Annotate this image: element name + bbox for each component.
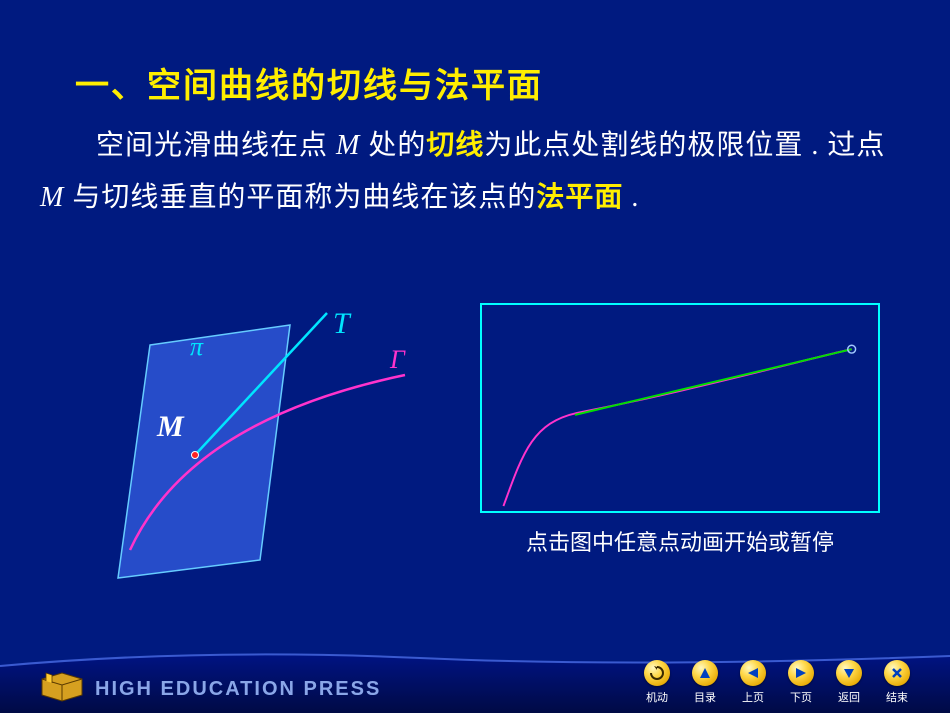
nav-toc-button[interactable]: 目录 — [688, 660, 722, 705]
nav-next-button[interactable]: 下页 — [784, 660, 818, 705]
body-paragraph: 空间光滑曲线在点 M 处的切线为此点处割线的极限位置 . 过点 M 与切线垂直的… — [40, 120, 910, 224]
svg-text:T: T — [333, 307, 352, 340]
triangle-up-icon — [692, 660, 718, 686]
triangle-right-icon — [788, 660, 814, 686]
x-icon — [884, 660, 910, 686]
nav-label: 下页 — [790, 689, 812, 705]
footer-bar: HIGH EDUCATION PRESS 机动 目录 上页 下页 返回 结束 — [0, 648, 950, 713]
footer-nav: 机动 目录 上页 下页 返回 结束 — [640, 660, 914, 705]
nav-label: 机动 — [646, 689, 668, 705]
animation-panel[interactable] — [480, 303, 880, 513]
triangle-down-icon — [836, 660, 862, 686]
animation-caption: 点击图中任意点动画开始或暂停 — [480, 525, 880, 557]
nav-label: 结束 — [886, 689, 908, 705]
section-heading: 一、空间曲线的切线与法平面 — [75, 58, 543, 107]
nav-end-button[interactable]: 结束 — [880, 660, 914, 705]
svg-text:M: M — [156, 410, 185, 443]
nav-motion-button[interactable]: 机动 — [640, 660, 674, 705]
refresh-icon — [644, 660, 670, 686]
triangle-left-icon — [740, 660, 766, 686]
nav-back-button[interactable]: 返回 — [832, 660, 866, 705]
svg-text:π: π — [190, 332, 204, 361]
brand-text: HIGH EDUCATION PRESS — [95, 678, 381, 701]
nav-label: 返回 — [838, 689, 860, 705]
press-logo-icon — [38, 667, 86, 707]
svg-text:Γ: Γ — [389, 345, 406, 374]
tangent-plane-diagram: π T Γ M — [95, 300, 425, 610]
nav-label: 目录 — [694, 689, 716, 705]
nav-label: 上页 — [742, 689, 764, 705]
nav-prev-button[interactable]: 上页 — [736, 660, 770, 705]
